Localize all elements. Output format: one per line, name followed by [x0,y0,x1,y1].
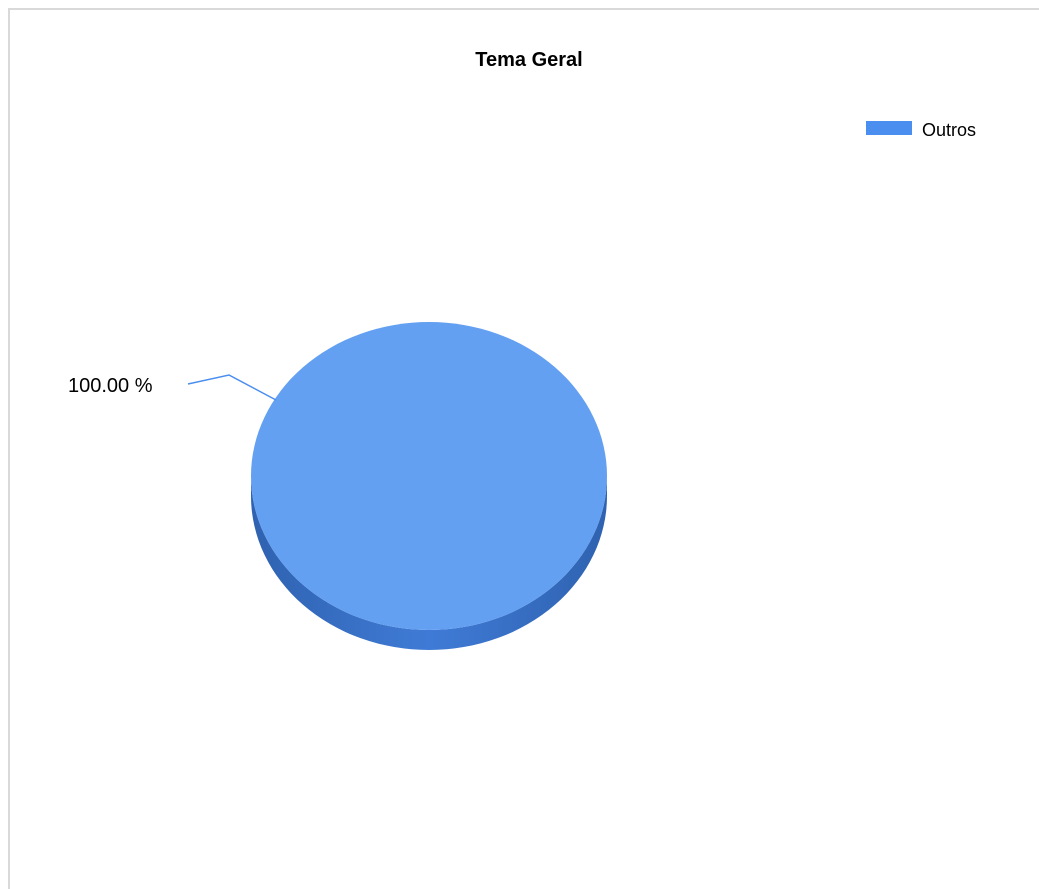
legend-label-outros: Outros [922,120,976,140]
pie-slice-outros[interactable] [251,322,607,650]
pie-slice-top [251,322,607,630]
data-label-outros: 100.00 % [68,375,153,397]
chart-title: Tema Geral [475,49,582,71]
legend[interactable]: Outros [866,120,976,140]
data-label-leader-line [187,374,277,401]
legend-swatch-outros [866,121,912,135]
